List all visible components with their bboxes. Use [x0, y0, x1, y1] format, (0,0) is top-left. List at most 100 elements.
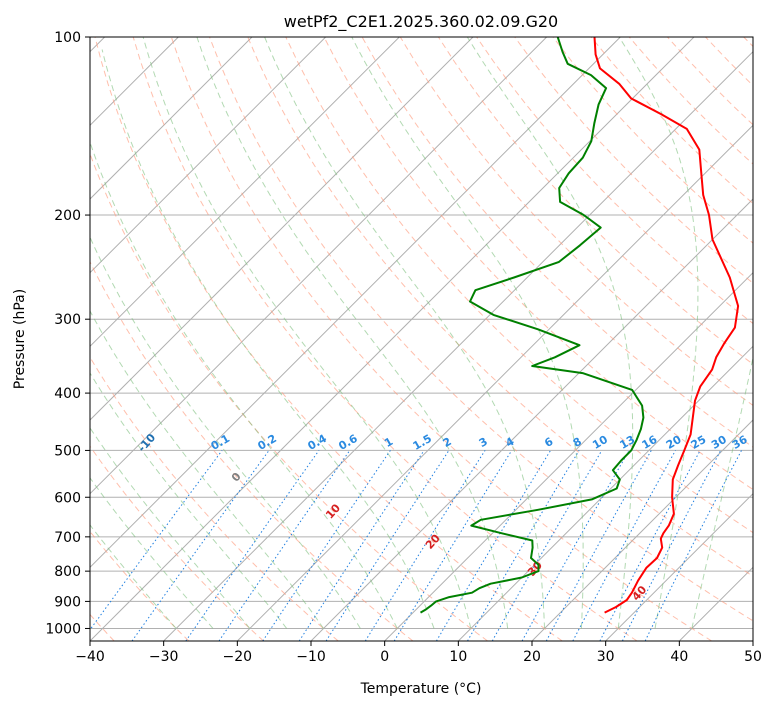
mixing-ratio-line [621, 450, 722, 641]
y-tick-label: 400 [54, 386, 81, 402]
mixing-ratio-line [599, 450, 701, 641]
mixing-ratio-line [218, 450, 351, 641]
dry-adiabat-line [247, 37, 753, 577]
isotherm-line [752, 640, 753, 641]
dry-adiabat-line [90, 445, 264, 641]
moist-adiabat-line [90, 524, 177, 629]
isotherm-line [90, 37, 474, 421]
dry-adiabat-line [743, 37, 753, 48]
mixing-ratio-line [521, 450, 630, 641]
moist-adiabat-line [90, 372, 288, 629]
moist-adiabat-line [90, 310, 324, 629]
moist-adiabat-line [90, 140, 398, 629]
y-tick-label: 900 [54, 594, 81, 610]
moist-adiabat-line [90, 236, 361, 629]
moist-adiabat-line [691, 355, 753, 629]
profile-series [420, 37, 740, 614]
dry-adiabat-line [514, 37, 753, 284]
moist-adiabat-line [618, 37, 699, 629]
isotherm-line [90, 37, 548, 495]
dry-adiabat-line [132, 37, 638, 641]
mixing-ratio-label: 30 [709, 433, 729, 452]
dry-adiabat-line [323, 37, 753, 491]
x-axis-label: Temperature (°C) [360, 681, 482, 697]
y-tick-label: 800 [54, 564, 81, 580]
y-tick-label: 100 [54, 30, 81, 46]
dewpoint-profile-line [420, 37, 645, 614]
moist-adiabat-line [142, 37, 472, 629]
moist-adiabat-line [351, 37, 584, 629]
x-tick-label: 20 [523, 649, 541, 665]
mixing-ratio-label: 1.5 [411, 432, 434, 453]
moist-adiabat-line [101, 49, 435, 629]
mixing-ratio-line [298, 450, 425, 641]
dry-adiabat-line [437, 37, 753, 365]
mixing-ratio-line [262, 450, 391, 641]
isotherm-line [90, 37, 695, 641]
x-tick-label: −10 [296, 649, 326, 665]
mixing-ratio-label: 0.6 [336, 432, 360, 453]
y-tick-label: 700 [54, 530, 81, 546]
y-tick-label: 1000 [45, 621, 81, 637]
dry-adiabat-line [90, 530, 190, 641]
mixing-ratio-line [325, 450, 450, 641]
temperature-profile-line [593, 37, 740, 614]
dry-adiabat-line [94, 37, 563, 641]
chart-grid [90, 37, 753, 641]
isotherm-line [236, 124, 753, 641]
x-tick-label: −40 [75, 649, 105, 665]
x-tick-label: 40 [670, 649, 688, 665]
chart-title: wetPf2_C2E1.2025.360.02.09.G20 [284, 12, 558, 32]
moist-adiabat-line [196, 37, 509, 629]
mixing-ratio-label: 16 [640, 433, 660, 452]
isotherm-line [384, 271, 753, 641]
moist-adiabat-line [90, 426, 251, 629]
dry-adiabat-line [209, 37, 753, 622]
mixing-ratio-line [131, 450, 270, 641]
isotherm-line [163, 50, 753, 641]
dry-adiabat-line [90, 260, 414, 641]
dry-adiabat-label: -10 [135, 431, 158, 455]
mixing-ratio-label: 10 [590, 433, 610, 452]
dry-adiabat-line [170, 37, 712, 641]
y-tick-label: 600 [54, 490, 81, 506]
isotherm-line [605, 492, 753, 641]
mixing-ratio-label: 6 [542, 435, 555, 450]
plot-frame [89, 36, 754, 642]
dry-adiabat-line [90, 152, 488, 641]
x-tick-label: 30 [597, 649, 615, 665]
x-tick-label: 10 [449, 649, 467, 665]
y-tick-label: 300 [54, 312, 81, 328]
isotherm-line [531, 419, 753, 641]
mixing-ratio-line [545, 450, 652, 641]
mixing-ratio-label: 8 [571, 435, 584, 450]
mixing-ratio-label: 0.2 [256, 432, 279, 453]
isotherm-line [90, 37, 253, 200]
y-axis-label: Pressure (hPa) [12, 289, 28, 389]
mixing-ratio-line [393, 450, 513, 641]
x-tick-label: −30 [149, 649, 179, 665]
y-tick-label: 200 [54, 208, 81, 224]
dry-adiabat-line [705, 37, 753, 87]
isotherm-line [457, 345, 753, 641]
mixing-ratio-line [185, 450, 320, 641]
mixing-ratio-line [644, 450, 742, 641]
moist-adiabat-line [466, 37, 634, 629]
x-tick-label: −20 [223, 649, 253, 665]
dry-adiabat-label: 20 [423, 531, 443, 551]
dry-adiabat-line [90, 356, 339, 641]
x-tick-label: 0 [380, 649, 389, 665]
moist-adiabat-line [90, 477, 214, 629]
dry-adiabat-line [552, 37, 753, 244]
isotherm-line [90, 37, 400, 348]
axes: −40 −30 −20 −10 0 10 20 30 40 5010020030040050060… [45, 30, 762, 665]
mixing-ratio-label: 3 [477, 435, 490, 450]
mixing-ratio-line [90, 450, 223, 631]
mixing-ratio-line [572, 450, 676, 641]
dry-adiabat-line [285, 37, 753, 534]
y-tick-label: 500 [54, 443, 81, 459]
x-tick-label: 50 [744, 649, 762, 665]
isotherm-line [90, 37, 327, 274]
isotherm-line [90, 37, 621, 569]
